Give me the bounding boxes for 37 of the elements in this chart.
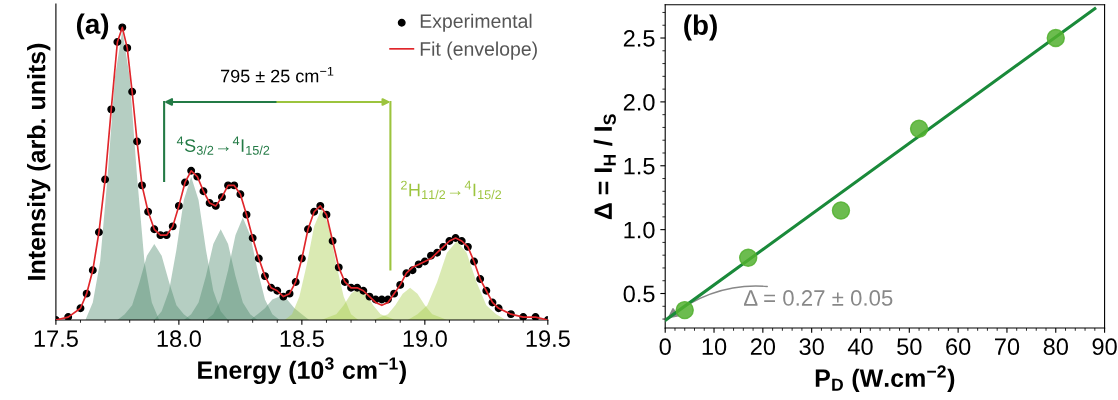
x-tick-label: 0 bbox=[659, 338, 671, 356]
x-tick-label: 70 bbox=[995, 338, 1020, 356]
x-tick-label: 50 bbox=[897, 338, 922, 356]
annotation: (b) bbox=[684, 14, 717, 41]
legend-label: Fit (envelope) bbox=[420, 41, 537, 60]
legend-label: Experimental bbox=[420, 13, 532, 32]
x-tick-label: 17.5 bbox=[34, 330, 78, 348]
annotation: 795 ± 25 cm$^{−1}$ bbox=[221, 66, 334, 83]
annotation: $^{4}$S$_{3/2}$→$^{4}$I$_{15/2}$ bbox=[176, 136, 270, 155]
x-axis-title: P$_{D}$ (W.cm$^{−2}$) bbox=[815, 365, 955, 392]
y-tick-label: 1.5 bbox=[624, 158, 655, 175]
annotation: Δ = 0.27 ± 0.05 bbox=[743, 290, 893, 306]
point bbox=[831, 201, 851, 220]
x-tick-label: 80 bbox=[1043, 338, 1068, 356]
y-axis-title: Intensity (arb. units) bbox=[27, 43, 51, 280]
annotation: (a) bbox=[76, 13, 109, 40]
x-tick-label: 40 bbox=[847, 338, 873, 356]
y-tick-label: 2.0 bbox=[623, 93, 655, 111]
x-tick-label: 90 bbox=[1092, 338, 1117, 356]
point bbox=[1046, 28, 1065, 48]
x-tick-label: 10 bbox=[702, 338, 727, 356]
y-tick-label: 0.5 bbox=[623, 285, 655, 303]
x-tick-label: 19.5 bbox=[526, 330, 570, 348]
x-tick-label: 19.0 bbox=[403, 330, 447, 348]
x-axis-title: Energy (10$^{3}$ cm$^{−1}$) bbox=[198, 357, 406, 385]
y-tick-label: 2.5 bbox=[623, 30, 655, 47]
y-axis-title: Δ = I$_{H}$ / I$_{S}$ bbox=[593, 114, 616, 220]
x-tick-label: 60 bbox=[946, 338, 971, 356]
x-tick-label: 30 bbox=[799, 338, 824, 356]
point bbox=[909, 119, 929, 138]
x-tick-label: 20 bbox=[750, 338, 776, 356]
point bbox=[675, 300, 694, 320]
x-tick-label: 18.5 bbox=[280, 330, 324, 348]
point bbox=[739, 248, 758, 267]
x-tick-label: 18.0 bbox=[157, 330, 201, 348]
y-tick-label: 1.0 bbox=[624, 221, 655, 239]
annotation: $^{2}$H$_{11/2}$→$^{4}$I$_{15/2}$ bbox=[401, 180, 502, 200]
